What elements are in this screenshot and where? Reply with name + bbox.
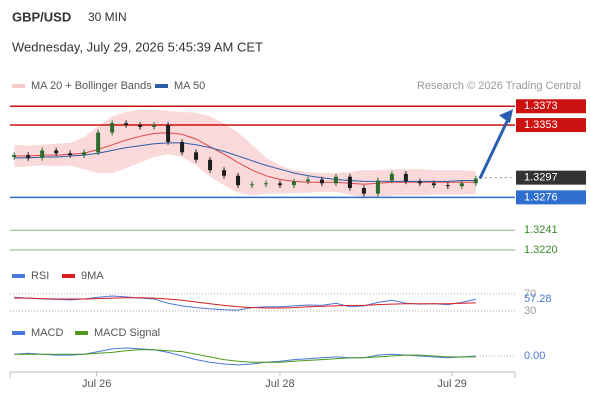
indicator-line [14, 349, 476, 363]
legend-swatch [62, 274, 75, 278]
symbol: GBP/USD [12, 9, 71, 24]
candle-body [319, 179, 324, 184]
candle-body [166, 125, 171, 142]
candle-body [68, 153, 73, 156]
legend-swatch [12, 274, 25, 278]
legend-label: RSI [31, 270, 49, 282]
candle-body [445, 185, 450, 187]
candle-body [417, 181, 422, 184]
moving-average [14, 142, 476, 182]
candle-body [82, 152, 87, 156]
bollinger-band [14, 110, 476, 199]
level-label-box [516, 190, 586, 205]
level-label: 1.3241 [524, 224, 558, 236]
legend-label: MACD Signal [94, 327, 160, 339]
candle-body [473, 178, 478, 184]
datetime: Wednesday, July 29, 2026 5:45:39 AM CET [12, 39, 263, 54]
level-label-box [516, 118, 586, 133]
level-label: 1.3353 [524, 119, 558, 131]
candle-body [291, 181, 296, 186]
legend-swatch [12, 84, 25, 88]
x-tick-label: Jul 28 [265, 378, 294, 390]
candle-body [459, 183, 464, 187]
legend-swatch [155, 84, 168, 88]
candle-body [40, 150, 45, 158]
source: Research © 2026 Trading Central [417, 80, 581, 92]
candle-body [180, 141, 185, 153]
candle-body [403, 173, 408, 182]
candle-body [124, 123, 129, 126]
candle-body [152, 125, 157, 127]
candle-body [12, 155, 17, 157]
candle-body [26, 155, 31, 158]
candle-body [347, 176, 352, 188]
x-tick-label: Jul 26 [82, 378, 111, 390]
moving-average [14, 132, 476, 185]
interval: 30 MIN [88, 10, 127, 24]
level-label: 1.3373 [524, 100, 558, 112]
candle-body [222, 170, 227, 176]
candle-body [305, 179, 310, 182]
candle-body [236, 175, 241, 186]
candle-body [389, 173, 394, 181]
level-label: 1.3276 [524, 191, 558, 203]
last-value-label: 57.28 [524, 293, 552, 305]
candle-body [54, 150, 59, 154]
level-label-box [516, 170, 586, 185]
level-label: 1.3297 [524, 172, 558, 184]
legend-label: MA 20 + Bollinger Bands [31, 80, 152, 92]
candle-body [96, 132, 101, 153]
level-label: 1.3220 [524, 244, 558, 256]
candle-body [375, 180, 380, 194]
candle-body [250, 184, 255, 186]
legend-label: 9MA [81, 270, 104, 282]
candle-body [194, 152, 199, 160]
candle-body [333, 176, 338, 184]
candle-body [277, 183, 282, 186]
legend-label: MA 50 [174, 80, 205, 92]
indicator-line [14, 347, 476, 366]
level-label-box [516, 99, 586, 114]
y-tick-label: 70 [524, 288, 536, 300]
y-tick-label: 0.00 [524, 350, 545, 362]
candle-body [208, 159, 213, 171]
indicator-line [14, 297, 476, 309]
legend-label: MACD [31, 327, 63, 339]
legend-swatch [75, 331, 88, 335]
x-tick-label: Jul 29 [437, 378, 466, 390]
candle-body [361, 187, 366, 194]
arrow-head [499, 109, 513, 124]
indicator-line [14, 295, 476, 311]
candle-body [263, 183, 268, 185]
arrow-shaft [478, 116, 511, 180]
y-tick-label: 30 [524, 305, 536, 317]
candle-body [431, 183, 436, 186]
candle-body [138, 125, 143, 127]
candle-body [110, 123, 115, 133]
legend-swatch [12, 331, 25, 335]
